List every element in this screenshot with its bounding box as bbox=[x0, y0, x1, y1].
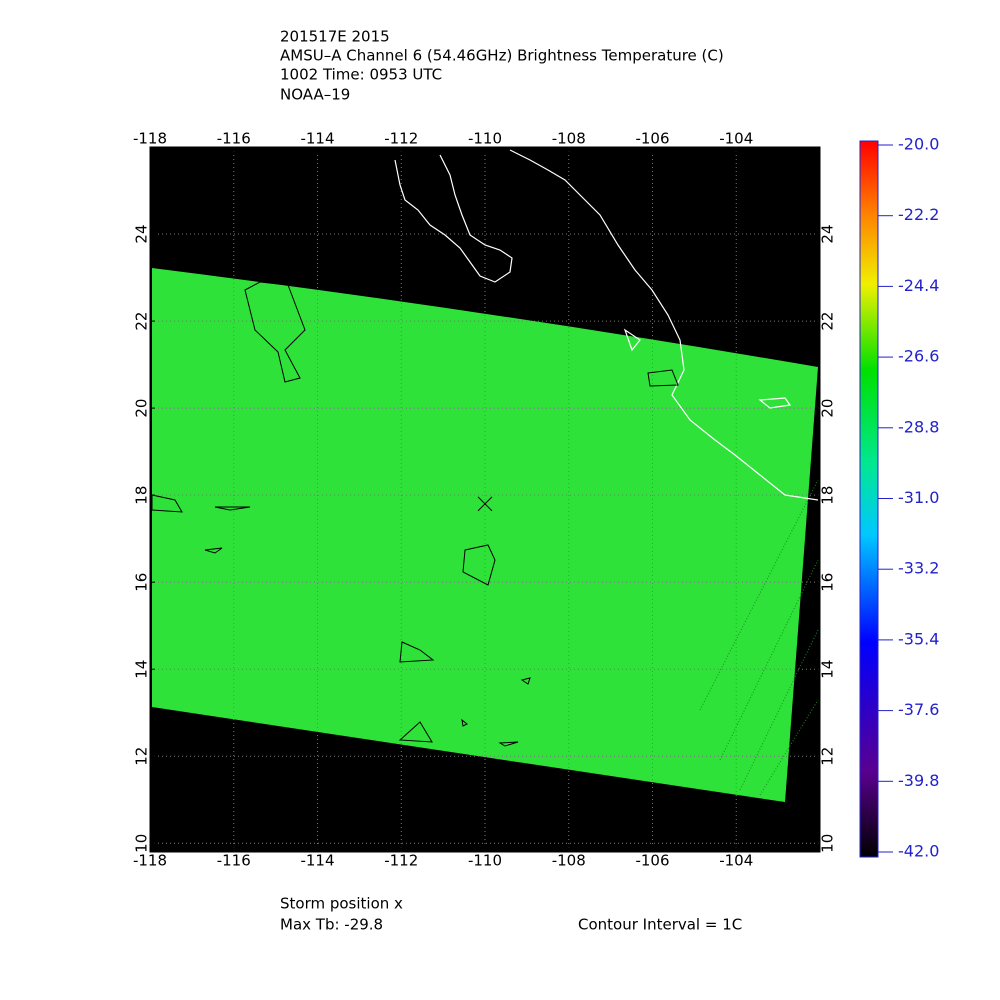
x-tick-label: -114 bbox=[300, 130, 334, 148]
x-tick-label: -104 bbox=[719, 852, 753, 870]
colorbar-tick-label: -42.0 bbox=[898, 842, 939, 861]
x-tick-label: -110 bbox=[468, 852, 502, 870]
island bbox=[623, 328, 792, 409]
header-line: 1002 Time: 0953 UTC bbox=[280, 66, 442, 84]
x-tick-label: -112 bbox=[384, 852, 418, 870]
contour bbox=[462, 544, 496, 586]
header-line: NOAA–19 bbox=[280, 86, 350, 104]
y-tick-label: 22 bbox=[819, 312, 837, 331]
colorbar-tick-label: -20.0 bbox=[898, 135, 939, 154]
colorbar-tick-label: -24.4 bbox=[898, 276, 939, 295]
y-tick-label: 14 bbox=[133, 660, 151, 679]
x-tick-label: -110 bbox=[468, 130, 502, 148]
swath-edge bbox=[699, 479, 819, 796]
x-tick-label: -106 bbox=[635, 852, 669, 870]
y-tick-label: 12 bbox=[819, 747, 837, 766]
contour bbox=[204, 506, 251, 554]
y-tick-label: 16 bbox=[819, 573, 837, 592]
x-tick-label: -106 bbox=[635, 130, 669, 148]
y-tick-label: 18 bbox=[819, 486, 837, 505]
colorbar-tick-label: -31.0 bbox=[898, 488, 939, 507]
coastline bbox=[509, 149, 819, 501]
x-tick-label: -116 bbox=[217, 130, 251, 148]
contour bbox=[647, 369, 679, 387]
colorbar bbox=[859, 140, 879, 858]
x-tick-label: -104 bbox=[719, 130, 753, 148]
x-tick-label: -116 bbox=[217, 852, 251, 870]
colorbar-tick-label: -33.2 bbox=[898, 559, 939, 578]
header-line: 201517E 2015 bbox=[280, 28, 390, 46]
contour bbox=[244, 281, 306, 383]
coastline bbox=[394, 154, 513, 283]
x-tick-label: -118 bbox=[133, 130, 167, 148]
colorbar-tick-label: -26.6 bbox=[898, 347, 939, 366]
y-tick-label: 12 bbox=[133, 747, 151, 766]
y-tick-label: 10 bbox=[133, 834, 151, 853]
y-tick-label: 22 bbox=[133, 312, 151, 331]
y-tick-label: 18 bbox=[133, 486, 151, 505]
plot-content bbox=[150, 147, 820, 852]
y-tick-label: 24 bbox=[133, 224, 151, 243]
x-tick-label: -112 bbox=[384, 130, 418, 148]
x-tick-label: -108 bbox=[552, 130, 586, 148]
contour bbox=[398, 677, 531, 747]
y-tick-label: 24 bbox=[819, 224, 837, 243]
max-tb: Max Tb: -29.8 bbox=[280, 916, 383, 934]
colorbar-tick-label: -28.8 bbox=[898, 417, 939, 436]
colorbar-tick-label: -35.4 bbox=[898, 629, 939, 648]
y-tick-label: 20 bbox=[133, 399, 151, 418]
contour bbox=[151, 494, 183, 513]
storm-marker-stroke bbox=[477, 496, 493, 512]
x-tick-label: -108 bbox=[552, 852, 586, 870]
header-line: AMSU–A Channel 6 (54.46GHz) Brightness T… bbox=[280, 47, 724, 65]
y-tick-label: 14 bbox=[819, 660, 837, 679]
colorbar-tick-label: -22.2 bbox=[898, 205, 939, 224]
colorbar-tick-label: -39.8 bbox=[898, 771, 939, 790]
contour-interval: Contour Interval = 1C bbox=[578, 916, 742, 934]
storm-marker bbox=[477, 496, 493, 512]
x-tick-label: -118 bbox=[133, 852, 167, 870]
contour bbox=[399, 641, 435, 663]
storm-position-label: Storm position x bbox=[280, 895, 403, 913]
colorbar-tick-label: -37.6 bbox=[898, 700, 939, 719]
y-tick-label: 16 bbox=[133, 573, 151, 592]
x-tick-label: -114 bbox=[300, 852, 334, 870]
y-tick-label: 20 bbox=[819, 399, 837, 418]
y-tick-label: 10 bbox=[819, 834, 837, 853]
